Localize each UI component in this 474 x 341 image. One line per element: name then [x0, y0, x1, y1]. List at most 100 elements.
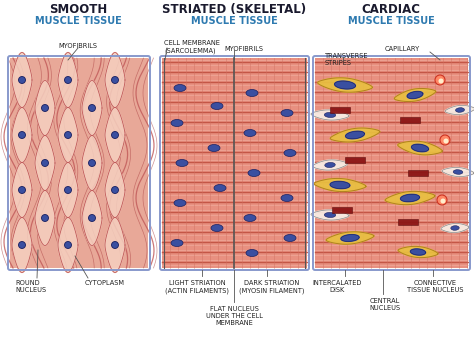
Ellipse shape — [281, 109, 293, 117]
Ellipse shape — [214, 184, 226, 192]
Polygon shape — [441, 223, 469, 233]
Bar — [10, 58, 148, 268]
Ellipse shape — [284, 235, 296, 241]
Polygon shape — [82, 135, 102, 191]
Polygon shape — [58, 163, 78, 218]
Bar — [345, 157, 365, 163]
Ellipse shape — [325, 162, 335, 167]
Text: MYOFIBRILS: MYOFIBRILS — [58, 43, 98, 49]
Ellipse shape — [42, 104, 48, 112]
Text: CELL MEMBRANE
(SARCOLEMMA): CELL MEMBRANE (SARCOLEMMA) — [164, 40, 220, 54]
Ellipse shape — [244, 130, 256, 136]
Ellipse shape — [248, 169, 260, 177]
Polygon shape — [105, 107, 125, 163]
Polygon shape — [398, 141, 442, 155]
Bar — [162, 58, 307, 268]
Text: MUSCLE TISSUE: MUSCLE TISSUE — [191, 16, 277, 26]
Text: MUSCLE TISSUE: MUSCLE TISSUE — [347, 16, 434, 26]
Polygon shape — [58, 107, 78, 163]
Polygon shape — [105, 53, 125, 107]
Ellipse shape — [111, 76, 118, 84]
Polygon shape — [330, 181, 350, 189]
Ellipse shape — [453, 170, 463, 174]
Text: DARK STRIATION
(MYOSIN FILAMENT): DARK STRIATION (MYOSIN FILAMENT) — [239, 280, 305, 294]
Polygon shape — [58, 218, 78, 272]
Ellipse shape — [440, 198, 446, 204]
Ellipse shape — [324, 113, 336, 118]
Ellipse shape — [438, 78, 444, 84]
Ellipse shape — [111, 241, 118, 249]
Bar — [330, 107, 350, 113]
Polygon shape — [35, 191, 55, 246]
Bar — [332, 207, 352, 213]
Ellipse shape — [444, 138, 448, 144]
Text: TRANSVERSE
STRIPES: TRANSVERSE STRIPES — [325, 53, 368, 66]
Ellipse shape — [284, 149, 296, 157]
Text: CAPILLARY: CAPILLARY — [385, 46, 420, 52]
Polygon shape — [82, 191, 102, 246]
Text: CONNECTIVE
TISSUE NUCLEUS: CONNECTIVE TISSUE NUCLEUS — [407, 280, 463, 293]
Text: ROUND
NUCLEUS: ROUND NUCLEUS — [15, 280, 46, 293]
Ellipse shape — [451, 226, 459, 230]
Polygon shape — [105, 218, 125, 272]
Ellipse shape — [246, 89, 258, 97]
Ellipse shape — [244, 214, 256, 222]
Ellipse shape — [111, 132, 118, 138]
Text: FLAT NUCLEUS
UNDER THE CELL
MEMBRANE: FLAT NUCLEUS UNDER THE CELL MEMBRANE — [206, 306, 263, 326]
Ellipse shape — [174, 199, 186, 207]
Polygon shape — [411, 144, 428, 152]
Polygon shape — [12, 218, 32, 272]
Polygon shape — [394, 88, 436, 102]
Polygon shape — [12, 53, 32, 107]
Polygon shape — [442, 167, 474, 177]
Text: MYOFIBRILS: MYOFIBRILS — [225, 46, 264, 52]
Ellipse shape — [211, 224, 223, 232]
Polygon shape — [398, 246, 438, 258]
Ellipse shape — [435, 75, 445, 85]
Polygon shape — [445, 105, 474, 115]
Polygon shape — [335, 81, 356, 89]
Polygon shape — [105, 163, 125, 218]
Ellipse shape — [18, 241, 26, 249]
Ellipse shape — [281, 194, 293, 202]
Ellipse shape — [89, 160, 95, 166]
Polygon shape — [330, 128, 380, 142]
Polygon shape — [341, 235, 359, 241]
Ellipse shape — [171, 239, 183, 247]
Text: INTERCALATED
DISK: INTERCALATED DISK — [312, 280, 362, 293]
Polygon shape — [82, 80, 102, 135]
Polygon shape — [35, 135, 55, 191]
Text: STRIATED (SKELETAL): STRIATED (SKELETAL) — [162, 3, 306, 16]
Polygon shape — [401, 194, 419, 202]
Ellipse shape — [64, 76, 72, 84]
Ellipse shape — [440, 135, 450, 145]
Ellipse shape — [64, 187, 72, 193]
Ellipse shape — [171, 119, 183, 127]
Text: SMOOTH: SMOOTH — [49, 3, 107, 16]
Polygon shape — [346, 131, 365, 139]
Polygon shape — [35, 80, 55, 135]
Polygon shape — [312, 160, 347, 170]
Ellipse shape — [64, 241, 72, 249]
Ellipse shape — [456, 108, 465, 112]
Ellipse shape — [176, 160, 188, 166]
Ellipse shape — [18, 132, 26, 138]
Polygon shape — [385, 191, 435, 205]
Ellipse shape — [42, 160, 48, 166]
Ellipse shape — [211, 103, 223, 109]
Text: CYTOPLASM: CYTOPLASM — [85, 280, 125, 286]
Ellipse shape — [111, 187, 118, 193]
Polygon shape — [12, 107, 32, 163]
Bar — [398, 219, 418, 225]
Text: MUSCLE TISSUE: MUSCLE TISSUE — [35, 16, 121, 26]
Bar — [408, 170, 428, 176]
Ellipse shape — [174, 85, 186, 91]
Ellipse shape — [437, 195, 447, 205]
Polygon shape — [326, 232, 374, 244]
Polygon shape — [318, 78, 373, 92]
Polygon shape — [407, 91, 423, 99]
Polygon shape — [410, 249, 426, 255]
Ellipse shape — [64, 132, 72, 138]
Polygon shape — [58, 53, 78, 107]
Text: CENTRAL
NUCLEUS: CENTRAL NUCLEUS — [369, 298, 401, 311]
